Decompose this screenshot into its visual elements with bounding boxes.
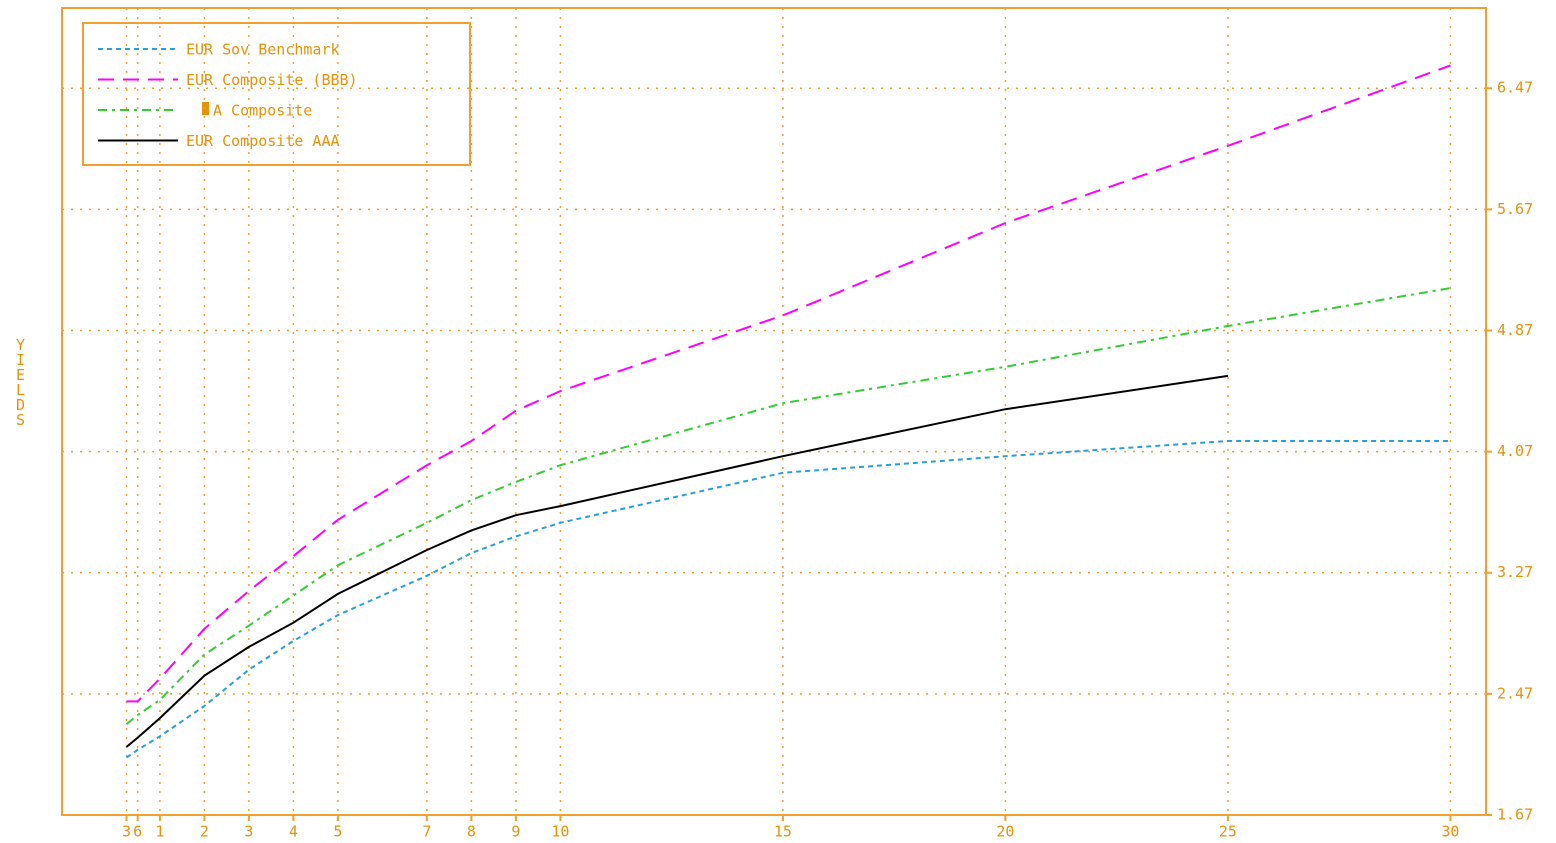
legend-label: EUR Composite AAA (186, 132, 340, 150)
series-line (125, 374, 1229, 748)
x-tick-label: 5 (333, 823, 342, 841)
series-line (125, 287, 1451, 725)
x-tick-label: 30 (1441, 823, 1459, 841)
legend-icon (202, 102, 209, 115)
x-tick-label: 3 (244, 823, 253, 841)
series-line (126, 64, 1451, 703)
x-tick-label: 20 (996, 823, 1014, 841)
x-tick-label: 10 (551, 823, 569, 841)
x-tick-label: 3 (122, 823, 131, 841)
y-tick-label: 2.47 (1497, 684, 1533, 702)
x-tick-label: 6 (133, 823, 142, 841)
x-tick-label: 4 (289, 823, 298, 841)
x-tick-label: 8 (467, 823, 476, 841)
y-tick-label: 3.27 (1497, 563, 1533, 581)
x-tick-label: 7 (422, 823, 431, 841)
y-tick-label: 1.67 (1497, 806, 1533, 824)
legend-label: EUR Sov Benchmark (186, 41, 340, 59)
x-tick-label: 2 (200, 823, 209, 841)
x-tick-label: 9 (511, 823, 520, 841)
y-tick-label: 5.67 (1497, 200, 1533, 218)
y-tick-label: 4.87 (1497, 321, 1533, 339)
legend: EUR Sov Benchmark EUR Composite (BBB) A Co… (82, 22, 471, 166)
y-tick-label: 4.07 (1497, 442, 1533, 460)
y-axis-label: YIELDS (12, 336, 30, 426)
x-tick-label: 15 (774, 823, 792, 841)
x-tick-label: 25 (1219, 823, 1237, 841)
legend-label: A Composite (213, 102, 312, 120)
y-tick-label: 6.47 (1497, 79, 1533, 97)
legend-label: EUR Composite (BBB) (186, 71, 358, 89)
series-line (125, 440, 1451, 759)
x-tick-label: 1 (155, 823, 164, 841)
